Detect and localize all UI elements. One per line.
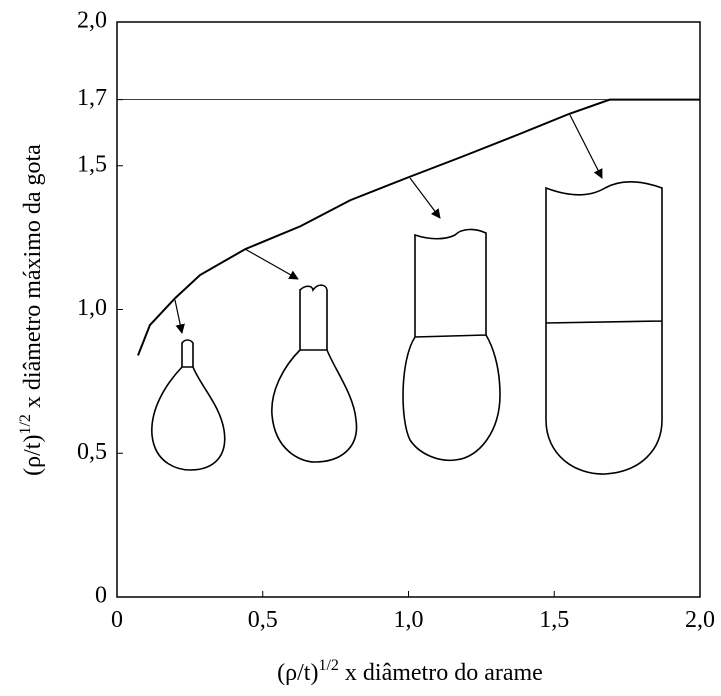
- y-axis-label: (ρ/t)1/2 x diâmetro máximo da gota: [17, 144, 46, 476]
- arrows: [174, 114, 603, 334]
- y-tick-label: 1,0: [77, 295, 107, 321]
- x-label-base: (ρ/t): [277, 660, 318, 686]
- x-label-rest: x diâmetro do arame: [339, 660, 543, 686]
- y-label-rest: x diâmetro máximo da gota: [20, 144, 46, 414]
- y-tick-label: 2,0: [77, 8, 107, 34]
- x-tick-label: 2,0: [685, 607, 715, 633]
- x-label-sup: 1/2: [318, 657, 338, 674]
- x-tick-label: 1,0: [394, 607, 424, 633]
- drops: [151, 181, 663, 475]
- x-tick-label: 1,5: [539, 607, 569, 633]
- y-tick-label: 1,5: [77, 151, 107, 177]
- y-tick-label: 0: [95, 583, 107, 609]
- y-tick-label: 0,5: [77, 439, 107, 465]
- y-tick-label: 1,7: [77, 85, 107, 111]
- y-label-sup: 1/2: [17, 414, 34, 434]
- x-tick-label: 0: [111, 607, 123, 633]
- plot-frame: [116, 21, 701, 598]
- x-tick-label: 0,5: [248, 607, 278, 633]
- y-label-base: (ρ/t): [20, 435, 46, 476]
- curve: [137, 98, 700, 356]
- x-axis-label: (ρ/t)1/2 x diâmetro do arame: [277, 657, 543, 686]
